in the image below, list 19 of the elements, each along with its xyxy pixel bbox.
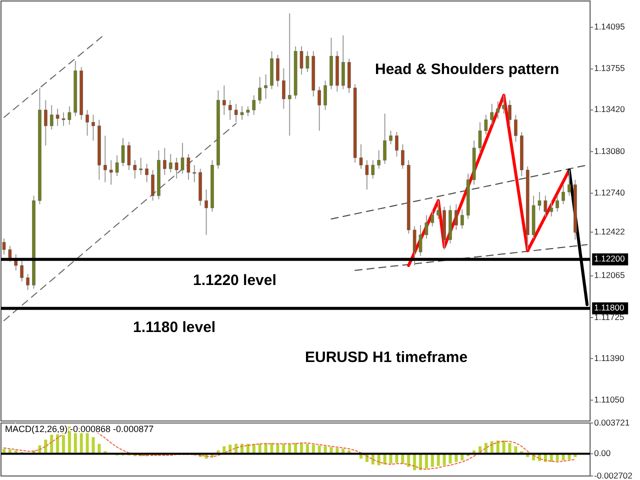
annotation: 1.1180 level [133,319,216,336]
annotation: Head & Shoulders pattern [375,61,560,78]
y-tick-label: 1.11725 [594,312,624,322]
y-tick-label: 1.13080 [594,146,626,156]
y-tick-label: 1.12065 [594,270,626,280]
y-tick-label: 1.11050 [594,394,624,404]
y-tick-label: 0.00 [594,448,611,458]
y-tick-label: 1.13755 [594,63,626,74]
y-tick-label: 1.11390 [594,352,624,363]
annotation: EURUSD H1 timeframe [305,349,468,366]
y-tick-label: 1.13420 [594,104,626,114]
ref-line-label: 1.12200 [594,254,626,264]
annotation: 1.1220 level [193,272,276,289]
ref-line-label: 1.11800 [594,302,624,313]
y-tick-label: 1.12740 [594,187,626,198]
y-tick-label: 0.003721 [594,417,630,428]
y-tick-label: 1.12422 [594,226,626,236]
y-tick-label: -0.002702 [594,470,633,480]
y-tick-label: 1.14095 [594,22,626,32]
